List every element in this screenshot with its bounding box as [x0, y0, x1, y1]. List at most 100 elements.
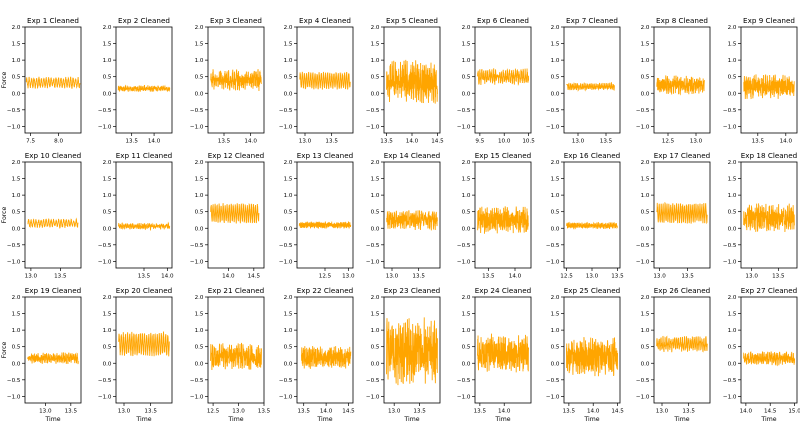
series-line-exp-4	[299, 71, 351, 90]
y-tick-label: 1.5	[284, 177, 293, 183]
y-tick-label: −0.5	[636, 243, 650, 249]
y-tick-label: 1.5	[551, 312, 560, 318]
y-axis-label: Force	[1, 206, 8, 223]
plot-frame	[474, 296, 532, 404]
x-tick-label: 10.0	[498, 139, 511, 145]
subplot-title: Exp 8 Cleaned	[656, 16, 708, 25]
subplot-exp-12: Exp 12 Cleaned −1.0 −0.5 0.0 0.5 1.0 1.5 2.0 14.…	[190, 151, 265, 280]
y-tick-label: −1.0	[7, 394, 21, 400]
subplot-exp-17: Exp 17 Cleaned −1.0 −0.5 0.0 0.5 1.0 1.5 2.0 13.…	[636, 151, 711, 280]
x-tick-label: 14.0	[222, 274, 235, 280]
y-tick-label: 2.0	[195, 160, 204, 166]
x-tick-label: 14.5	[611, 409, 624, 415]
plot-frame	[115, 296, 173, 404]
y-tick-label: 0.5	[284, 75, 293, 81]
y-tick-label: 2.0	[641, 25, 650, 31]
y-tick-label: −0.5	[190, 378, 204, 384]
subplot-title: Exp 6 Cleaned	[477, 16, 529, 25]
x-tick-label: 13.5	[125, 139, 138, 145]
y-tick-label: 0.5	[12, 345, 21, 351]
subplot-title: Exp 9 Cleaned	[743, 16, 795, 25]
y-tick-label: 1.5	[284, 42, 293, 48]
x-tick-label: 13.0	[745, 274, 758, 280]
x-tick-label: 13.0	[342, 274, 355, 280]
y-tick-label: 1.0	[641, 193, 650, 199]
y-tick-label: 2.0	[728, 25, 737, 31]
y-tick-label: 1.0	[12, 328, 21, 334]
y-tick-label: 0.5	[641, 75, 650, 81]
y-tick-label: 2.0	[728, 160, 737, 166]
plot-frame	[563, 296, 621, 404]
plot-frame	[296, 296, 354, 404]
y-tick-label: −1.0	[723, 124, 737, 130]
y-tick-label: 1.0	[462, 328, 471, 334]
y-tick-label: 0.0	[371, 361, 380, 367]
y-tick-label: 0.5	[103, 210, 112, 216]
plot-frame	[207, 296, 265, 404]
y-tick-label: −0.5	[98, 378, 112, 384]
x-axis-label: Time	[227, 416, 243, 423]
x-tick-label: 13.5	[218, 139, 231, 145]
x-axis-label: Time	[494, 416, 510, 423]
x-tick-label: 13.5	[380, 139, 393, 145]
x-tick-label: 14.0	[740, 409, 753, 415]
y-tick-label: 2.0	[103, 160, 112, 166]
y-tick-label: 1.0	[728, 328, 737, 334]
subplot-exp-5: Exp 5 Cleaned −1.0 −0.5 0.0 0.5 1.0 1.5 2.0 13.5…	[366, 16, 444, 145]
y-tick-label: 1.5	[103, 42, 112, 48]
y-tick-label: −0.5	[7, 378, 21, 384]
subplot-title: Exp 3 Cleaned	[210, 16, 262, 25]
y-tick-label: 0.0	[284, 361, 293, 367]
subplot-title: Exp 27 Cleaned	[741, 286, 797, 295]
y-tick-label: −1.0	[190, 259, 204, 265]
y-tick-label: 0.5	[103, 345, 112, 351]
plot-frame	[653, 26, 711, 134]
y-tick-label: 1.0	[371, 58, 380, 64]
subplot-title: Exp 12 Cleaned	[208, 151, 264, 160]
y-tick-label: 0.5	[728, 75, 737, 81]
y-tick-label: −1.0	[723, 259, 737, 265]
subplot-exp-3: Exp 3 Cleaned −1.0 −0.5 0.0 0.5 1.0 1.5 2.0 13.5…	[190, 16, 265, 145]
y-tick-label: 1.0	[728, 193, 737, 199]
y-tick-label: 0.0	[103, 361, 112, 367]
series-line-exp-12	[210, 202, 260, 224]
y-tick-label: 1.0	[728, 58, 737, 64]
y-tick-label: 1.5	[728, 177, 737, 183]
series-line-exp-26	[656, 335, 708, 353]
subplot-title: Exp 5 Cleaned	[386, 16, 438, 25]
y-tick-label: 1.0	[284, 58, 293, 64]
y-tick-label: −1.0	[279, 124, 293, 130]
x-tick-label: 10.5	[522, 139, 535, 145]
subplot-title: Exp 25 Cleaned	[564, 286, 620, 295]
y-tick-label: 0.0	[551, 226, 560, 232]
y-tick-label: 1.0	[371, 328, 380, 334]
subplot-exp-19: Exp 19 Cleaned −1.0 −0.5 0.0 0.5 1.0 1.5 2.0 13.…	[1, 286, 82, 423]
x-tick-label: 13.5	[258, 409, 271, 415]
subplot-exp-6: Exp 6 Cleaned −1.0 −0.5 0.0 0.5 1.0 1.5 2.0 9.5 1…	[457, 16, 535, 145]
y-tick-label: 1.0	[551, 193, 560, 199]
y-tick-label: 2.0	[195, 295, 204, 301]
series-line-exp-5	[386, 59, 438, 104]
plot-frame	[740, 26, 798, 134]
x-tick-label: 13.5	[138, 274, 151, 280]
y-tick-label: −1.0	[723, 394, 737, 400]
y-tick-label: 0.5	[12, 75, 21, 81]
subplot-exp-20: Exp 20 Cleaned −1.0 −0.5 0.0 0.5 1.0 1.5 2.0 13.…	[98, 286, 173, 423]
y-tick-label: 1.5	[12, 177, 21, 183]
x-axis-label: Time	[760, 416, 776, 423]
y-tick-label: −0.5	[366, 243, 380, 249]
y-tick-label: 1.5	[284, 312, 293, 318]
y-tick-label: −1.0	[7, 124, 21, 130]
series-line-exp-11	[117, 221, 171, 232]
x-axis-label: Time	[403, 416, 419, 423]
x-tick-label: 13.0	[388, 409, 401, 415]
y-tick-label: 2.0	[284, 160, 293, 166]
x-tick-label: 13.0	[690, 139, 703, 145]
y-tick-label: −1.0	[457, 259, 471, 265]
x-tick-label: 13.5	[482, 274, 495, 280]
x-tick-label: 8.0	[54, 139, 63, 145]
x-tick-label: 12.5	[560, 274, 573, 280]
x-tick-label: 14.0	[587, 409, 600, 415]
y-tick-label: 0.0	[371, 226, 380, 232]
